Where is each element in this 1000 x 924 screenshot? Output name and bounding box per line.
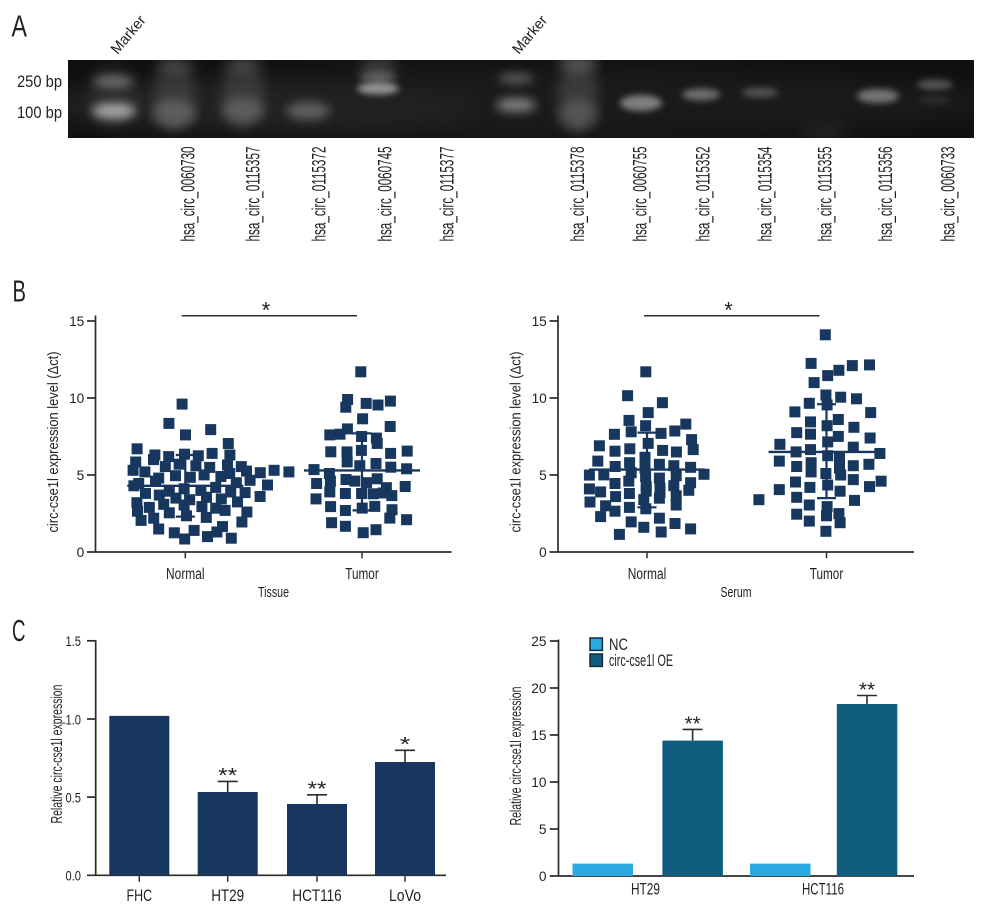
svg-text:*: *	[400, 734, 411, 756]
svg-text:hsa_circ_0060745: hsa_circ_0060745	[376, 147, 397, 242]
svg-text:Relative circ-cse1l expression: Relative circ-cse1l expression	[508, 687, 525, 826]
svg-text:Relative circ-cse1l expression: Relative circ-cse1l expression	[49, 685, 66, 824]
svg-text:Serum: Serum	[721, 585, 752, 601]
svg-text:A: A	[12, 8, 28, 43]
svg-text:10: 10	[69, 391, 85, 406]
svg-text:**: **	[308, 779, 327, 801]
svg-text:HT29: HT29	[631, 881, 660, 899]
svg-text:hsa_circ_0060730: hsa_circ_0060730	[179, 147, 200, 242]
svg-text:100 bp: 100 bp	[17, 104, 62, 122]
svg-text:0: 0	[539, 869, 547, 884]
svg-text:0.5: 0.5	[66, 790, 82, 805]
svg-text:Tumor: Tumor	[345, 566, 379, 583]
svg-text:hsa_circ_0115352: hsa_circ_0115352	[693, 147, 714, 242]
svg-text:**: **	[859, 680, 875, 702]
svg-text:10: 10	[532, 391, 548, 406]
svg-text:hsa_circ_0115356: hsa_circ_0115356	[876, 147, 897, 242]
svg-text:5: 5	[539, 822, 547, 837]
svg-text:hsa_circ_0115378: hsa_circ_0115378	[568, 147, 589, 242]
svg-text:**: **	[685, 714, 701, 736]
svg-text:0: 0	[539, 545, 547, 560]
svg-text:hsa_circ_0060755: hsa_circ_0060755	[631, 147, 652, 242]
svg-text:hsa_circ_0115357: hsa_circ_0115357	[244, 147, 265, 242]
svg-text:hsa_circ_0115355: hsa_circ_0115355	[816, 147, 837, 242]
svg-text:hsa_circ_0060733: hsa_circ_0060733	[939, 147, 960, 242]
svg-text:C: C	[12, 613, 26, 648]
svg-text:15: 15	[69, 314, 85, 329]
svg-text:0.0: 0.0	[66, 869, 82, 884]
svg-text:NC: NC	[609, 636, 628, 654]
svg-text:circ-cse1l expression level (Δ: circ-cse1l expression level (Δct)	[46, 352, 62, 533]
svg-text:hsa_circ_0115372: hsa_circ_0115372	[310, 147, 331, 242]
svg-text:1.5: 1.5	[66, 634, 82, 649]
svg-text:0: 0	[77, 545, 85, 560]
svg-text:15: 15	[532, 314, 548, 329]
svg-text:10: 10	[531, 775, 547, 790]
svg-text:HCT116: HCT116	[292, 886, 341, 905]
svg-text:HT29: HT29	[211, 886, 244, 905]
svg-text:250 bp: 250 bp	[17, 73, 62, 91]
svg-text:*: *	[262, 297, 271, 323]
svg-text:*: *	[724, 297, 733, 323]
svg-text:hsa_circ_0115377: hsa_circ_0115377	[438, 147, 459, 242]
svg-text:20: 20	[531, 681, 547, 696]
svg-text:25: 25	[531, 634, 547, 649]
svg-text:5: 5	[77, 468, 85, 483]
svg-text:5: 5	[539, 468, 547, 483]
svg-text:Tumor: Tumor	[810, 566, 844, 583]
svg-text:Normal: Normal	[166, 566, 205, 583]
svg-text:Normal: Normal	[628, 566, 667, 583]
svg-text:Tissue: Tissue	[258, 585, 289, 601]
svg-text:**: **	[218, 765, 237, 787]
svg-text:circ-cse1l OE: circ-cse1l OE	[609, 652, 673, 670]
svg-text:B: B	[13, 274, 27, 309]
svg-text:1.0: 1.0	[66, 712, 82, 727]
svg-text:LoVo: LoVo	[389, 886, 421, 905]
svg-text:hsa_circ_0115354: hsa_circ_0115354	[756, 146, 777, 241]
svg-text:15: 15	[531, 728, 547, 743]
svg-text:circ-cse1l expression level (Δ: circ-cse1l expression level (Δct)	[509, 352, 525, 533]
svg-text:FHC: FHC	[127, 886, 153, 905]
svg-text:HCT116: HCT116	[802, 881, 844, 899]
